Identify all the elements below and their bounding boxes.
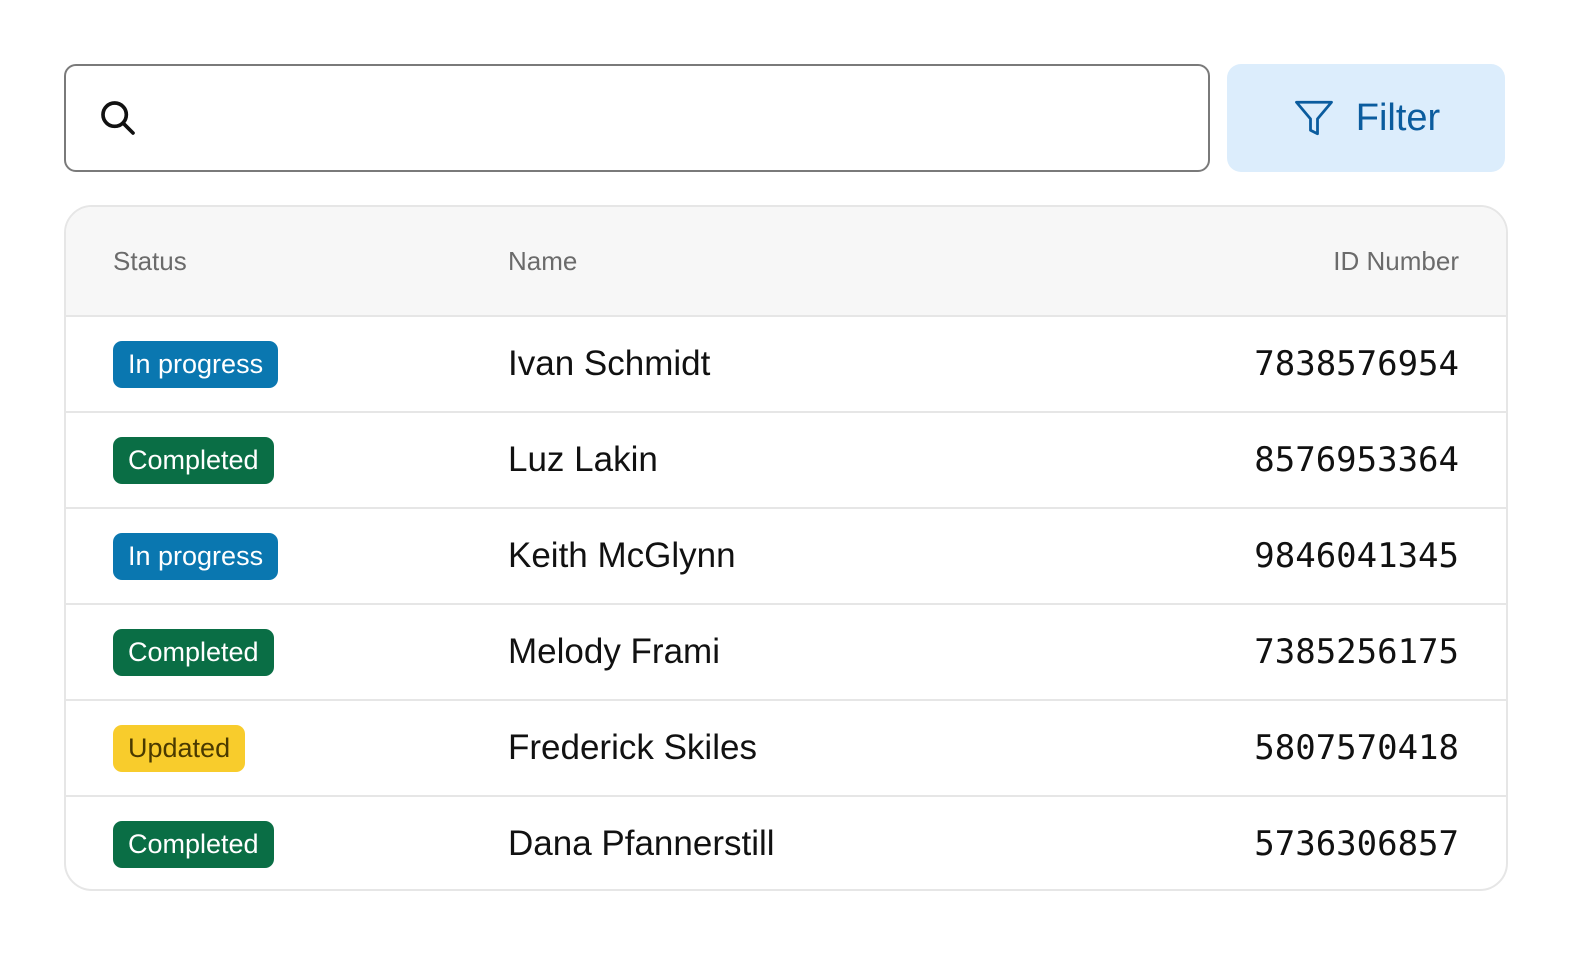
status-badge: In progress	[113, 532, 279, 580]
table-row[interactable]: Completed Luz Lakin 8576953364	[66, 411, 1506, 507]
name-cell: Luz Lakin	[508, 440, 658, 479]
search-icon	[101, 101, 135, 135]
status-badge: Completed	[113, 628, 274, 676]
id-number-cell: 8576953364	[1254, 440, 1459, 480]
id-number-cell: 7838576954	[1254, 344, 1459, 384]
status-badge: Updated	[113, 724, 246, 772]
header-name[interactable]: Name	[508, 245, 578, 276]
funnel-icon	[1294, 100, 1333, 136]
id-number-cell: 9846041345	[1254, 536, 1459, 576]
table-row[interactable]: In progress Keith McGlynn 9846041345	[66, 507, 1506, 603]
status-badge: Completed	[113, 820, 274, 868]
status-badge: In progress	[113, 340, 279, 388]
name-cell: Frederick Skiles	[508, 728, 757, 767]
table-header: Status Name ID Number	[66, 207, 1506, 315]
id-number-cell: 7385256175	[1254, 632, 1459, 672]
data-table: Status Name ID Number In progress Ivan S…	[64, 205, 1508, 891]
status-badge: Completed	[113, 436, 274, 484]
search-input[interactable]	[158, 66, 1208, 170]
name-cell: Keith McGlynn	[508, 536, 736, 575]
id-number-cell: 5736306857	[1254, 824, 1459, 864]
search-field[interactable]	[64, 64, 1210, 172]
header-id-number[interactable]: ID Number	[1333, 245, 1459, 276]
table-row[interactable]: In progress Ivan Schmidt 7838576954	[66, 315, 1506, 411]
table-row[interactable]: Completed Dana Pfannerstill 5736306857	[66, 795, 1506, 889]
filter-label: Filter	[1355, 96, 1441, 139]
name-cell: Dana Pfannerstill	[508, 824, 775, 863]
table-row[interactable]: Completed Melody Frami 7385256175	[66, 603, 1506, 699]
filter-button[interactable]: Filter	[1227, 64, 1505, 172]
id-number-cell: 5807570418	[1254, 728, 1459, 768]
name-cell: Ivan Schmidt	[508, 344, 711, 383]
name-cell: Melody Frami	[508, 632, 720, 671]
table-row[interactable]: Updated Frederick Skiles 5807570418	[66, 699, 1506, 795]
header-status[interactable]: Status	[113, 245, 187, 276]
